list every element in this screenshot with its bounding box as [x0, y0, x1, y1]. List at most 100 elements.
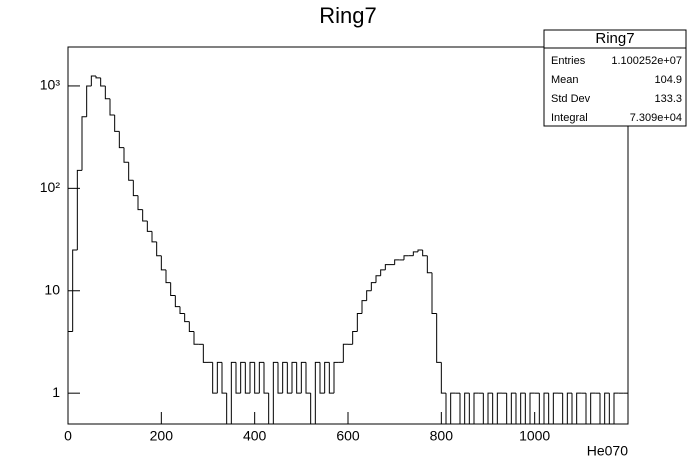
- stats-value: 133.3: [654, 93, 682, 105]
- histogram-bin: [450, 392, 456, 424]
- histogram-bin: [403, 255, 409, 260]
- x-tick-label: 800: [430, 428, 454, 444]
- y-tick-label: 1: [52, 384, 60, 400]
- histogram-bin: [76, 169, 82, 251]
- stats-label: Mean: [551, 74, 579, 86]
- histogram-bin: [226, 393, 232, 425]
- histogram-bin: [356, 312, 362, 332]
- histogram-bin: [151, 231, 157, 243]
- histogram-bin: [258, 361, 264, 394]
- histogram-bin: [244, 362, 250, 394]
- histogram-bin: [520, 392, 526, 424]
- histogram-bin: [67, 331, 73, 424]
- histogram-bin: [431, 272, 437, 314]
- histogram-bin: [90, 75, 96, 86]
- stats-title: Ring7: [595, 30, 634, 47]
- histogram-bin: [319, 362, 325, 394]
- x-tick-label: 1000: [519, 428, 550, 444]
- histogram-bin: [440, 362, 446, 394]
- histogram-bin: [300, 361, 306, 394]
- histogram-bin: [240, 361, 246, 394]
- histogram-bin: [426, 255, 432, 274]
- histogram-bin: [496, 392, 502, 424]
- histogram-bin: [585, 393, 591, 425]
- histogram-bin: [174, 295, 180, 308]
- histogram-bin: [95, 76, 101, 79]
- histogram-bin: [272, 361, 278, 424]
- histogram-bin: [590, 392, 596, 424]
- histogram-bin: [576, 392, 582, 424]
- histogram-bin: [291, 361, 297, 394]
- x-tick-label: 600: [336, 428, 360, 444]
- histogram-bin: [608, 393, 614, 425]
- histogram-bin: [235, 362, 241, 394]
- histogram-bin: [370, 282, 376, 291]
- histogram-bin: [506, 393, 512, 425]
- stats-frame: [543, 29, 687, 127]
- histogram-bin: [333, 361, 339, 394]
- x-tick-label: 400: [243, 428, 267, 444]
- histogram-bin: [328, 362, 334, 394]
- histogram-bin: [459, 393, 465, 425]
- stats-box: Ring7: [543, 29, 687, 127]
- histogram-bin: [515, 393, 521, 425]
- x-tick-label: 0: [64, 428, 72, 444]
- histogram-bin: [230, 361, 236, 424]
- y-tick-label: 10³: [40, 77, 61, 93]
- stats-label: Integral: [551, 112, 588, 124]
- histogram-bin: [179, 306, 185, 314]
- histogram-bin: [184, 313, 190, 323]
- histogram-bin: [165, 269, 171, 284]
- histogram-bin: [123, 147, 129, 163]
- y-tick-label: 10²: [40, 179, 61, 195]
- histogram-bin: [599, 393, 605, 425]
- histogram-bin: [72, 249, 78, 332]
- histogram-bin: [314, 361, 320, 424]
- histogram-bin: [305, 362, 311, 394]
- histogram-bin: [510, 392, 516, 424]
- histogram-bin: [464, 392, 470, 424]
- histogram-bin: [268, 393, 274, 425]
- histogram-bin: [216, 361, 222, 394]
- histogram-bin: [613, 392, 619, 424]
- histogram-bin: [254, 362, 260, 394]
- histogram-bin: [366, 290, 372, 301]
- y-tick-label: 10: [44, 281, 60, 297]
- histogram-bin: [529, 392, 535, 424]
- histogram-bin: [380, 269, 386, 276]
- histogram-bin: [417, 249, 423, 252]
- chart-title: Ring7: [319, 3, 376, 28]
- stats-value: 7.309e+04: [630, 112, 682, 124]
- histogram-bin: [277, 362, 283, 394]
- histogram-bin: [468, 393, 474, 425]
- histogram-bin: [524, 393, 530, 425]
- histogram-bin: [310, 393, 316, 425]
- histogram-bin: [160, 255, 166, 271]
- histogram-bin: [296, 362, 302, 394]
- histogram-bin: [562, 393, 568, 425]
- histogram-bin: [104, 85, 110, 100]
- histogram-bin: [249, 361, 255, 394]
- histogram-bin: [422, 250, 428, 257]
- histogram-bin: [492, 393, 498, 425]
- histogram-bin: [114, 115, 120, 132]
- histogram-bin: [263, 362, 269, 394]
- histogram-bin: [487, 392, 493, 424]
- histogram-bin: [109, 98, 115, 116]
- histogram-bin: [571, 393, 577, 425]
- histogram-bin: [342, 343, 348, 363]
- histogram-bin: [384, 264, 390, 270]
- histogram-bin: [81, 116, 87, 171]
- histogram-bin: [566, 392, 572, 424]
- histogram-bin: [604, 392, 610, 424]
- histogram-bin: [142, 209, 148, 222]
- histogram-bin: [412, 251, 418, 256]
- x-axis-title: He070: [587, 443, 628, 459]
- histogram-bin: [543, 392, 549, 424]
- histogram-bin: [282, 361, 288, 394]
- histogram-bin: [538, 393, 544, 425]
- histogram-bin: [128, 162, 134, 181]
- stats-value: 1.100252e+07: [611, 55, 682, 67]
- histogram-bin: [146, 220, 152, 232]
